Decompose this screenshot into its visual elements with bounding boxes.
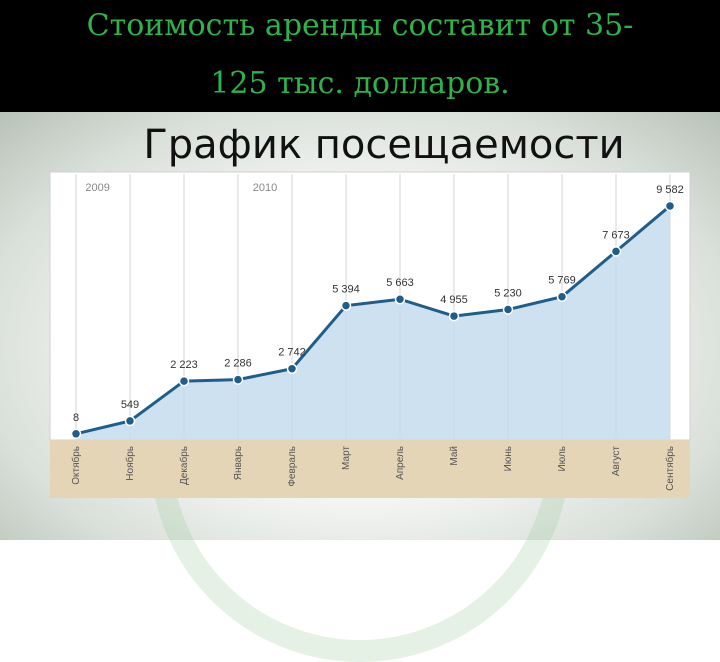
year-label: 2010: [253, 182, 277, 194]
data-label: 4 955: [440, 294, 468, 306]
x-tick-label: Март: [341, 446, 352, 470]
header-line-2: 125 тыс. долларов.: [210, 66, 510, 101]
x-tick-label: Январь: [233, 446, 244, 480]
data-point: [448, 310, 460, 322]
data-point: [664, 200, 676, 212]
x-tick-label: Июнь: [503, 446, 514, 471]
x-tick-label: Ноябрь: [124, 446, 136, 481]
year-label: 2009: [85, 182, 109, 194]
data-label: 2 223: [170, 359, 198, 371]
data-point: [124, 415, 136, 427]
data-label: 5 663: [386, 277, 414, 289]
data-label: 549: [121, 399, 139, 411]
data-label: 2 742: [278, 347, 306, 359]
data-label: 5 394: [332, 284, 360, 296]
data-point: [70, 428, 82, 440]
x-tick-label: Декабрь: [178, 446, 190, 485]
series-line: [75, 204, 671, 436]
data-label: 5 230: [494, 288, 522, 300]
series-area: [76, 205, 670, 440]
data-point: [340, 300, 352, 311]
data-point: [178, 375, 190, 387]
data-label: 2 286: [224, 358, 252, 370]
data-label: 9 582: [656, 184, 684, 196]
year-labels: 2009 2010: [85, 182, 277, 194]
chart-title: График посещаемости: [143, 122, 625, 168]
data-point: [232, 374, 244, 385]
x-tick-label: Август: [611, 446, 622, 477]
attendance-chart: 8 549 2 223 2 286 2 742 5 394 5 663 4 955 5 230 5…: [49, 171, 691, 498]
x-tick-label: Сентябрь: [664, 446, 676, 491]
data-point: [610, 246, 622, 257]
x-tick-labels: Октябрь Ноябрь Декабрь Январь Февраль Март Апр…: [70, 446, 676, 491]
data-point: [556, 291, 568, 302]
x-tick-label: Май: [449, 446, 460, 466]
data-point: [286, 363, 298, 374]
axis-label-band: [50, 440, 690, 498]
x-tick-label: Апрель: [395, 446, 406, 480]
data-labels: 8 549 2 223 2 286 2 742 5 394 5 663 4 955 5 230 5…: [73, 184, 684, 424]
data-point: [502, 304, 514, 315]
header-banner: Стоимость аренды составит от 35- 125 тыс…: [0, 0, 720, 112]
x-tick-label: Июль: [557, 446, 568, 472]
header-line-1: Стоимость аренды составит от 35-: [86, 8, 634, 43]
data-label: 8: [73, 412, 79, 424]
data-points: [70, 200, 676, 440]
data-label: 5 769: [548, 275, 576, 287]
data-point: [394, 293, 406, 305]
x-tick-label: Октябрь: [70, 446, 82, 485]
data-label: 7 673: [602, 229, 630, 241]
x-tick-label: Февраль: [287, 446, 298, 487]
